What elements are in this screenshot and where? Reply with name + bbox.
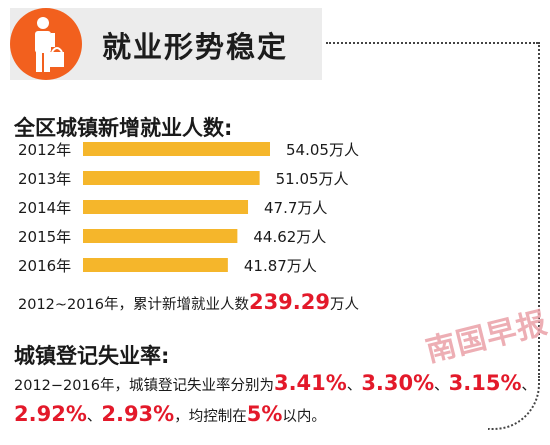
cumulative-employment: 2012~2016年，累计新增就业人数239.29万人 [18,290,359,314]
cumulative-unit: 万人 [330,297,359,313]
rate-suffix: 以内。 [282,409,326,425]
bar [83,229,238,243]
year-label: 2016年 [18,257,71,275]
cumulative-prefix: 2012~2016年，累计新增就业人数 [18,297,249,313]
bar [83,142,270,156]
rate-value: 3.15% [448,371,522,395]
value-label: 41.87万人 [244,257,317,275]
dotted-border-top [326,42,538,44]
value-label: 51.05万人 [276,170,349,188]
bar [83,171,260,185]
rate-separator: 、 [434,378,449,394]
rate-value: 2.93% [101,402,175,426]
employment-bar-chart: 2012年 54.05万人 2013年 51.05万人 2014年 47.7万人 2015年… [18,141,359,275]
year-label: 2015年 [18,228,71,246]
rate-value: 3.41% [273,371,347,395]
page-title: 就业形势稳定 [102,30,289,64]
newspaper-watermark: 南国早报 [422,305,550,370]
unemployment-section-title: 城镇登记失业率: [14,344,170,368]
worker-with-bag-icon [10,8,82,80]
unemployment-rate-line-2: 2.92%、2.93%，均控制在5%以内。 [14,402,326,426]
year-label: 2012年 [18,141,71,159]
rate-prefix: 2012−2016年，城镇登记失业率分别为 [14,378,274,394]
rate-separator: 、 [86,409,102,425]
rate-separator: 、 [521,378,537,394]
value-label: 54.05万人 [286,141,359,159]
unemployment-rate-line-1: 2012−2016年，城镇登记失业率分别为3.41%、3.30%、3.15%、 [14,371,536,395]
rate-suffix-prefix: ，均控制在 [174,409,247,425]
rate-limit: 5% [246,402,283,426]
value-label: 47.7万人 [264,199,327,217]
cumulative-value: 239.29 [248,290,330,314]
dotted-border-right [538,42,540,378]
bar [83,258,228,272]
rate-value: 2.92% [14,402,87,426]
employment-section-title: 全区城镇新增就业人数: [14,116,233,140]
rate-value: 3.30% [361,371,435,395]
year-label: 2013年 [18,170,71,188]
bar [83,200,249,214]
value-label: 44.62万人 [253,228,326,246]
rate-separator: 、 [346,378,362,394]
year-label: 2014年 [18,199,71,217]
